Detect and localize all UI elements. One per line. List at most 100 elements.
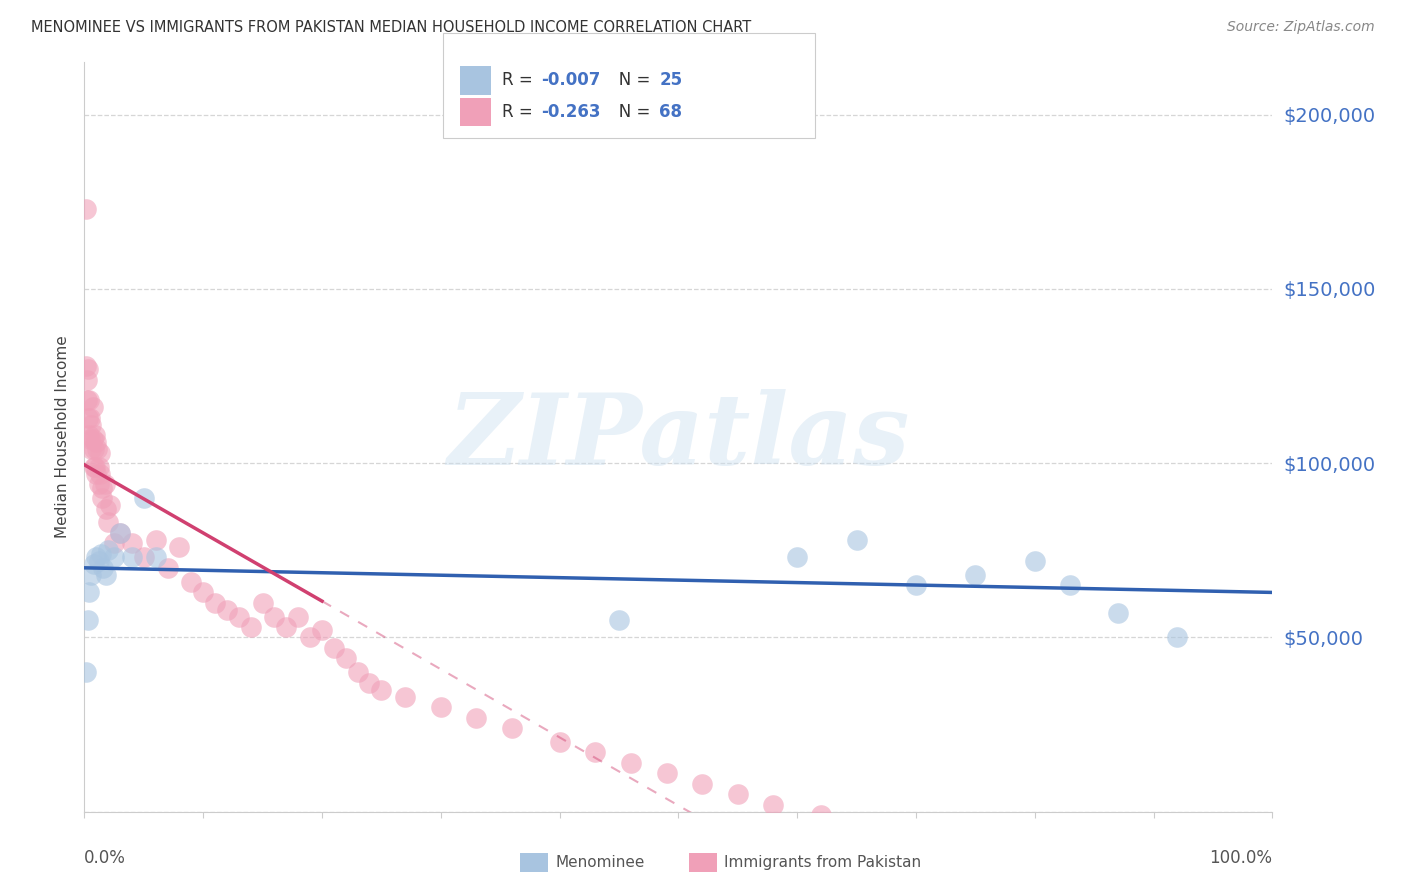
Point xyxy=(80,567,103,582)
Point xyxy=(145,533,167,547)
Point xyxy=(103,536,125,550)
Point xyxy=(335,651,357,665)
Point xyxy=(786,550,808,565)
Point xyxy=(93,477,115,491)
Text: MENOMINEE VS IMMIGRANTS FROM PAKISTAN MEDIAN HOUSEHOLD INCOME CORRELATION CHART: MENOMINEE VS IMMIGRANTS FROM PAKISTAN ME… xyxy=(31,20,751,35)
Point xyxy=(465,711,488,725)
Point xyxy=(762,797,785,812)
Point xyxy=(359,675,381,690)
Point xyxy=(97,516,120,530)
Point xyxy=(91,481,114,495)
Text: 25: 25 xyxy=(659,71,682,89)
Point xyxy=(84,428,107,442)
Point xyxy=(191,585,215,599)
Point xyxy=(75,359,97,373)
Text: 0.0%: 0.0% xyxy=(84,849,127,867)
Point xyxy=(76,373,98,387)
Point xyxy=(94,501,117,516)
Point xyxy=(84,459,107,474)
Point xyxy=(82,401,104,415)
Point xyxy=(655,766,678,780)
Point xyxy=(252,596,274,610)
Point xyxy=(97,543,120,558)
Point xyxy=(83,442,105,457)
Point xyxy=(276,620,298,634)
Point xyxy=(690,777,713,791)
Point xyxy=(322,640,344,655)
Y-axis label: Median Household Income: Median Household Income xyxy=(55,335,70,539)
Text: N =: N = xyxy=(603,103,655,121)
Point xyxy=(76,393,98,408)
Point xyxy=(121,536,143,550)
Point xyxy=(311,624,333,638)
Point xyxy=(905,578,928,592)
Text: 68: 68 xyxy=(659,103,682,121)
Point xyxy=(346,665,368,680)
Point xyxy=(132,491,155,505)
Point xyxy=(86,442,108,457)
Point xyxy=(87,477,110,491)
Point xyxy=(1024,554,1046,568)
Point xyxy=(845,819,868,833)
Point xyxy=(965,567,987,582)
Point xyxy=(93,561,115,575)
Point xyxy=(108,525,131,540)
Point xyxy=(84,435,107,450)
Point xyxy=(91,491,114,505)
Point xyxy=(145,550,167,565)
Point xyxy=(1107,606,1129,620)
Point xyxy=(156,561,179,575)
Point xyxy=(727,787,749,801)
Point xyxy=(83,459,105,474)
Text: -0.263: -0.263 xyxy=(541,103,600,121)
Point xyxy=(100,498,122,512)
Point xyxy=(620,756,643,770)
Point xyxy=(77,585,100,599)
Text: Immigrants from Pakistan: Immigrants from Pakistan xyxy=(724,855,921,870)
Point xyxy=(607,613,630,627)
Point xyxy=(548,735,571,749)
Point xyxy=(90,547,112,561)
Point xyxy=(84,550,107,565)
Point xyxy=(287,609,309,624)
Point xyxy=(77,428,100,442)
Text: N =: N = xyxy=(603,71,655,89)
Point xyxy=(75,202,97,216)
Text: R =: R = xyxy=(502,71,538,89)
Text: R =: R = xyxy=(502,103,538,121)
Point xyxy=(370,682,392,697)
Point xyxy=(77,393,100,408)
Text: Menominee: Menominee xyxy=(555,855,645,870)
Point xyxy=(583,746,606,760)
Point xyxy=(79,432,101,446)
Point xyxy=(77,613,100,627)
Point xyxy=(228,609,250,624)
Point xyxy=(84,467,107,481)
Point xyxy=(430,700,453,714)
Text: -0.007: -0.007 xyxy=(541,71,600,89)
Point xyxy=(83,558,105,572)
Text: ZIPatlas: ZIPatlas xyxy=(447,389,910,485)
Point xyxy=(87,459,110,474)
Point xyxy=(82,432,104,446)
Point xyxy=(77,362,100,376)
Point xyxy=(204,596,226,610)
Point xyxy=(1166,631,1188,645)
Point xyxy=(180,574,202,589)
Point xyxy=(239,620,262,634)
Point xyxy=(121,550,143,565)
Point xyxy=(80,417,103,432)
Point xyxy=(263,609,285,624)
Point xyxy=(77,411,100,425)
Point xyxy=(1059,578,1081,592)
Point xyxy=(132,550,155,565)
Point xyxy=(810,808,832,822)
Point xyxy=(89,467,111,481)
Point xyxy=(75,665,97,680)
Point xyxy=(108,525,131,540)
Text: Source: ZipAtlas.com: Source: ZipAtlas.com xyxy=(1227,20,1375,34)
Point xyxy=(394,690,416,704)
Point xyxy=(169,540,191,554)
Point xyxy=(299,631,322,645)
Point xyxy=(87,554,110,568)
